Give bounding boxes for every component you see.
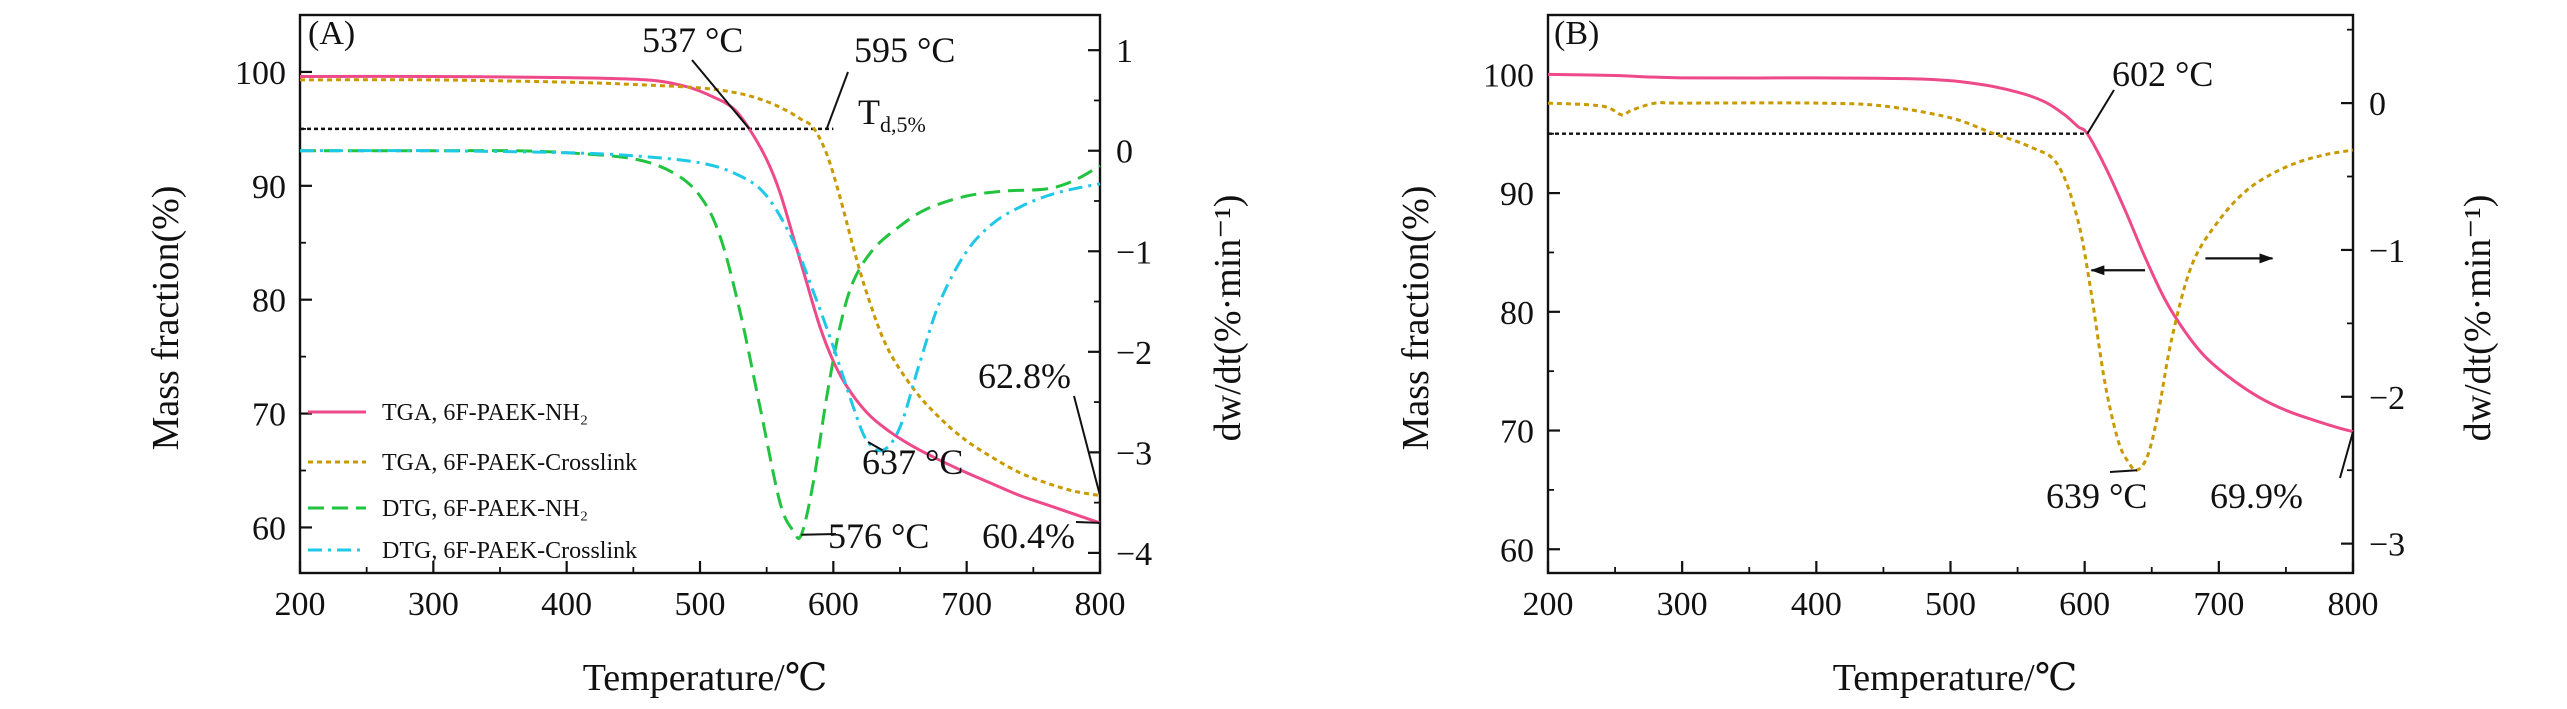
x-tick-label: 600 [808, 586, 859, 623]
y-tick-label: 70 [252, 397, 286, 434]
y2-ticks-a: −4 −3 −2 −1 0 1 [1088, 33, 1152, 573]
y-axis-title-a: Mass fraction(%) [145, 186, 187, 451]
y-tick-label: 80 [1500, 295, 1534, 332]
annotation-leader [691, 59, 751, 130]
y-tick-label: 60 [1500, 532, 1534, 569]
y-tick-label: 60 [252, 510, 286, 547]
x-ticks-a: 200 300 400 500 600 700 800 [275, 561, 1126, 623]
series-line-a-1 [299, 78, 1101, 498]
series-line-a-0 [299, 74, 1101, 525]
x-axis-title-a: Temperature/℃ [583, 657, 828, 699]
y2-tick-label: −3 [2369, 527, 2405, 564]
legend-label-tga-nh2: TGA, 6F-PAEK-NH₂ [382, 400, 588, 426]
legend-label-tga-crosslink: TGA, 6F-PAEK-Crosslink [382, 450, 637, 476]
annotation-leader [2086, 89, 2115, 135]
annotation-595: 595 °C [854, 30, 955, 70]
y-axis-title-b: Mass fraction(%) [1395, 186, 1437, 451]
series-line-a-3 [299, 149, 1101, 453]
series-group-a [299, 74, 1101, 540]
y2-axis-title-b: dw/dt(%·min⁻¹) [2457, 195, 2499, 442]
annotation-leader [1075, 521, 1101, 524]
panel-label-b: (B) [1554, 15, 1599, 52]
y2-tick-label: −2 [2369, 380, 2405, 417]
y2-tick-label: −4 [1116, 536, 1152, 573]
annotation-leader [1073, 395, 1101, 496]
legend-label-dtg-nh2: DTG, 6F-PAEK-NH₂ [382, 496, 588, 522]
y-tick-label: 100 [1483, 57, 1534, 94]
y2-ticks-b: −3 −2 −1 0 [2341, 28, 2405, 564]
x-tick-label: 500 [675, 586, 726, 623]
y-ticks-a: 60 70 80 90 100 [235, 55, 312, 547]
annotation-leader [2109, 469, 2138, 473]
y2-tick-label: 0 [1116, 134, 1133, 171]
annotation-leaders-b [2086, 89, 2354, 479]
annotation-69-9: 69.9% [2210, 476, 2303, 516]
td5-label-a: Td,5% [858, 92, 926, 137]
y2-tick-label: −2 [1116, 335, 1152, 372]
x-tick-label: 800 [1075, 586, 1126, 623]
y-tick-label: 80 [252, 283, 286, 320]
x-tick-label: 500 [1925, 586, 1976, 623]
panel-b: 200 300 400 500 600 700 800 60 70 80 90 100 −3 −2 −1… [1395, 13, 2499, 699]
annotation-leaders-a [691, 59, 1101, 536]
series-group-b [1547, 72, 2354, 472]
panel-a: 200 300 400 500 600 700 800 60 70 80 90 100 −4 −3 −2… [145, 13, 1249, 699]
x-tick-label: 300 [408, 586, 459, 623]
x-tick-label: 200 [275, 586, 326, 623]
annotation-leader [825, 71, 849, 130]
y2-axis-title-a: dw/dt(%·min⁻¹) [1207, 195, 1249, 442]
y2-tick-label: 0 [2369, 86, 2386, 123]
y2-tick-label: −1 [1116, 234, 1152, 271]
annotation-537: 537 °C [642, 20, 743, 60]
x-tick-label: 400 [541, 586, 592, 623]
y-tick-label: 70 [1500, 414, 1534, 451]
x-tick-label: 700 [2193, 586, 2244, 623]
series-line-b-0 [1547, 72, 2354, 434]
annotation-leader [2339, 431, 2354, 479]
annotation-639: 639 °C [2046, 476, 2147, 516]
axis-indicator-arrows-b [2090, 253, 2274, 276]
y-ticks-b: 60 70 80 90 100 [1483, 57, 1560, 569]
annotation-637: 637 °C [862, 442, 963, 482]
y2-tick-label: −3 [1116, 435, 1152, 472]
legend-a: TGA, 6F-PAEK-NH₂ TGA, 6F-PAEK-Crosslink … [308, 400, 637, 564]
annotation-leader [801, 533, 837, 536]
plot-frame-a [298, 13, 1102, 575]
y2-tick-label: −1 [2369, 233, 2405, 270]
x-tick-label: 600 [2059, 586, 2110, 623]
y2-tick-label: 1 [1116, 33, 1133, 70]
panel-label-a: (A) [308, 15, 355, 52]
annotation-60-4: 60.4% [982, 516, 1075, 556]
series-line-b-1 [1547, 101, 2354, 472]
annotation-62-8: 62.8% [978, 356, 1071, 396]
x-tick-label: 800 [2328, 586, 2379, 623]
y-tick-label: 100 [235, 55, 286, 92]
annotation-602: 602 °C [2112, 54, 2213, 94]
annotation-leader [867, 441, 884, 452]
series-line-a-2 [299, 149, 1101, 540]
x-axis-title-b: Temperature/℃ [1833, 657, 2078, 699]
x-tick-label: 700 [941, 586, 992, 623]
y-tick-label: 90 [252, 169, 286, 206]
annotation-576: 576 °C [828, 516, 929, 556]
x-tick-label: 400 [1791, 586, 1842, 623]
x-ticks-b: 200 300 400 500 600 700 800 [1523, 561, 2379, 623]
x-tick-label: 200 [1523, 586, 1574, 623]
y-tick-label: 90 [1500, 176, 1534, 213]
x-tick-label: 300 [1657, 586, 1708, 623]
legend-label-dtg-crosslink: DTG, 6F-PAEK-Crosslink [382, 538, 637, 564]
